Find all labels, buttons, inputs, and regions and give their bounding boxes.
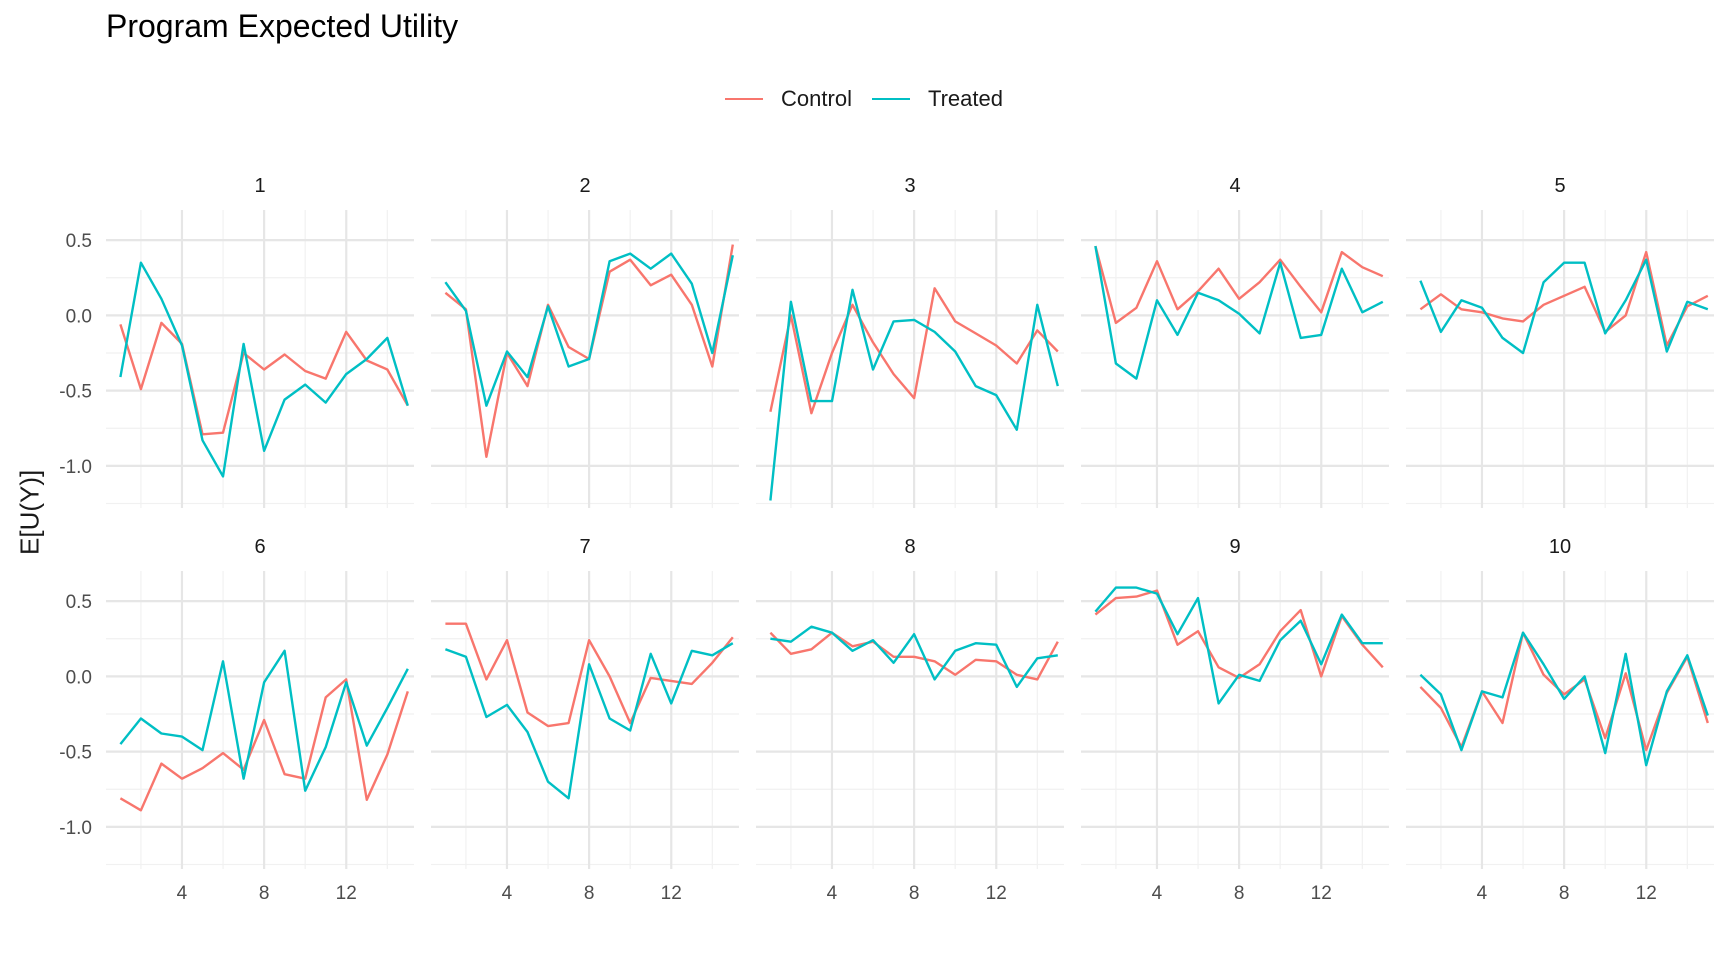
facet-strip-label: 1 [254, 175, 265, 197]
facet-strip-label: 4 [1229, 175, 1240, 197]
series-line-treated-panel-10 [1419, 631, 1709, 767]
facet-strip-label: 8 [904, 536, 915, 558]
legend-label-treated: Treated [927, 86, 1003, 111]
series-line-treated-panel-4 [1094, 245, 1384, 380]
series-line-control-panel-3 [769, 287, 1059, 415]
y-tick-label: 0.5 [66, 592, 92, 613]
x-tick-label: 12 [661, 883, 682, 904]
series-line-control-panel-9 [1094, 589, 1384, 680]
y-tick-label: -0.5 [59, 743, 92, 764]
series-line-treated-panel-8 [770, 625, 1058, 689]
series-line-treated-panel-2 [444, 252, 734, 407]
facet-strip-label: 10 [1549, 536, 1571, 558]
facet-strip-label: 5 [1554, 175, 1565, 197]
series-line-treated-panel-1 [119, 261, 409, 478]
legend-label-control: Control [781, 86, 852, 111]
series-line-treated-panel-7 [444, 642, 734, 800]
x-tick-label: 4 [502, 883, 513, 904]
facet-strip-label: 3 [904, 175, 915, 197]
chart-title: Program Expected Utility [106, 8, 459, 44]
x-tick-label: 8 [259, 883, 270, 904]
x-tick-label: 8 [909, 883, 920, 904]
x-tick-label: 12 [986, 883, 1007, 904]
y-tick-label: -1.0 [59, 818, 92, 839]
legend: Control Treated [0, 86, 1728, 112]
legend-item-control: Control [725, 86, 852, 112]
x-tick-label: 4 [1477, 883, 1488, 904]
series-line-treated-panel-6 [119, 649, 409, 792]
facet-strip-label: 7 [579, 536, 590, 558]
facet-strip-label: 9 [1229, 536, 1240, 558]
x-tick-label: 8 [584, 883, 595, 904]
series-line-treated-panel-3 [769, 288, 1059, 501]
y-tick-label: -0.5 [59, 382, 92, 403]
series-line-treated-panel-5 [1419, 258, 1709, 355]
legend-item-treated: Treated [871, 86, 1003, 112]
y-tick-label: 0.0 [66, 667, 92, 688]
y-tick-label: -1.0 [59, 457, 92, 478]
y-tick-label: 0.5 [66, 231, 92, 252]
x-tick-label: 12 [336, 883, 357, 904]
x-tick-label: 12 [1636, 883, 1657, 904]
series-line-control-panel-6 [119, 678, 409, 812]
legend-swatch-control [725, 98, 764, 100]
series-line-control-panel-4 [1094, 245, 1384, 325]
x-tick-label: 4 [177, 883, 188, 904]
series-line-treated-panel-9 [1094, 586, 1383, 705]
facet-strip-label: 2 [579, 175, 590, 197]
x-tick-label: 4 [1152, 883, 1163, 904]
x-tick-label: 12 [1311, 883, 1332, 904]
x-tick-label: 8 [1559, 883, 1570, 904]
legend-swatch-treated [871, 98, 910, 100]
y-tick-label: 0.0 [66, 306, 92, 327]
facet-strip-label: 6 [254, 536, 265, 558]
x-tick-label: 4 [827, 883, 838, 904]
series-line-control-panel-1 [119, 321, 409, 436]
x-tick-label: 8 [1234, 883, 1245, 904]
series-line-control-panel-7 [445, 622, 734, 728]
series-line-control-panel-5 [1419, 250, 1709, 347]
